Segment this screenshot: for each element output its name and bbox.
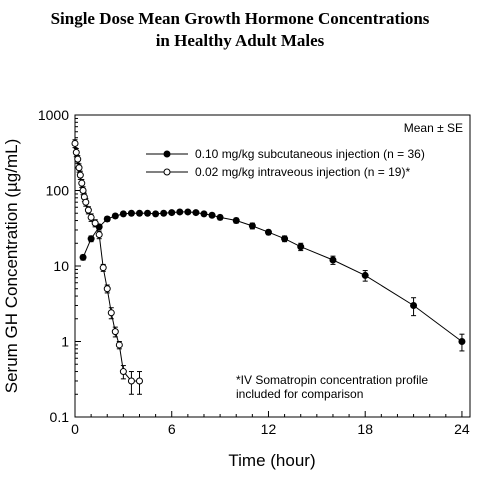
y-tick-label: 10 <box>53 258 69 274</box>
data-point <box>192 209 200 217</box>
y-tick-label: 1 <box>61 334 69 350</box>
y-axis-label: Serum GH Concentration (µg/mL) <box>2 139 21 394</box>
data-point <box>281 235 289 243</box>
data-point <box>79 187 87 194</box>
annotation-line-2: included for comparison <box>236 387 363 401</box>
data-point <box>111 212 119 220</box>
annotation-line-1: *IV Somatropin concentration profile <box>236 373 428 387</box>
data-point <box>84 206 92 214</box>
legend-label-sc: 0.10 mg/kg subcutaneous injection (n = 3… <box>195 147 425 161</box>
legend-marker-sc <box>163 150 171 158</box>
series-subcutaneous <box>79 208 466 352</box>
legend-header: Mean ± SE <box>404 121 463 135</box>
data-point <box>297 243 305 251</box>
chart-title-line-2: in Healthy Adult Males <box>155 31 325 50</box>
chart-title: Single Dose Mean Growth Hormone Concentr… <box>0 8 480 52</box>
axis-ticks: 0 6 12 18 24 0.1 1 10 100 1000 <box>38 107 470 437</box>
legend: Mean ± SE 0.10 mg/kg subcutaneous inject… <box>146 121 463 179</box>
data-point <box>127 209 135 217</box>
series-line <box>74 143 140 382</box>
data-point <box>91 219 99 227</box>
data-point <box>127 377 135 385</box>
data-point <box>82 198 90 206</box>
x-tick-label: 0 <box>71 421 79 437</box>
x-axis-label: Time (hour) <box>228 451 315 470</box>
x-tick-label: 18 <box>357 421 373 437</box>
data-point <box>119 210 127 218</box>
legend-marker-iv <box>163 168 171 176</box>
series-line <box>82 211 463 342</box>
data-point <box>71 139 79 147</box>
y-tick-label: 100 <box>46 183 70 199</box>
data-point <box>184 208 192 216</box>
y-tick-label: 1000 <box>38 107 69 123</box>
chart-title-line-1: Single Dose Mean Growth Hormone Concentr… <box>50 9 430 28</box>
data-point <box>232 217 240 225</box>
x-tick-label: 24 <box>454 421 470 437</box>
data-point <box>72 148 80 156</box>
data-point <box>216 213 224 221</box>
data-point <box>135 209 143 217</box>
x-tick-label: 12 <box>261 421 277 437</box>
data-point <box>200 210 208 218</box>
data-point <box>107 309 115 317</box>
data-point <box>115 341 123 349</box>
series-intravenous <box>71 139 143 395</box>
data-point <box>95 231 103 239</box>
data-point <box>208 211 216 219</box>
data-point <box>79 253 87 261</box>
x-tick-label: 6 <box>168 421 176 437</box>
data-point <box>75 164 83 172</box>
data-point <box>74 155 82 163</box>
data-point <box>76 171 84 179</box>
data-point <box>144 209 152 217</box>
legend-label-iv: 0.02 mg/kg intraveous injection (n = 19)… <box>195 165 410 179</box>
series-group <box>71 139 466 395</box>
data-point <box>87 235 95 243</box>
data-point <box>329 256 337 264</box>
data-point <box>119 368 127 376</box>
data-point <box>99 264 107 272</box>
data-point <box>248 222 256 230</box>
data-point <box>264 228 272 236</box>
data-point <box>176 208 184 216</box>
data-point <box>160 209 168 217</box>
data-point <box>87 213 95 221</box>
data-point <box>111 328 119 336</box>
data-point <box>78 179 86 187</box>
data-point <box>458 338 466 345</box>
data-point <box>410 301 418 309</box>
data-point <box>152 210 160 218</box>
data-point <box>135 377 143 385</box>
data-point <box>103 215 111 223</box>
data-point <box>103 285 111 293</box>
y-tick-label: 0.1 <box>50 409 70 425</box>
data-point <box>168 209 176 217</box>
data-point <box>361 271 369 279</box>
